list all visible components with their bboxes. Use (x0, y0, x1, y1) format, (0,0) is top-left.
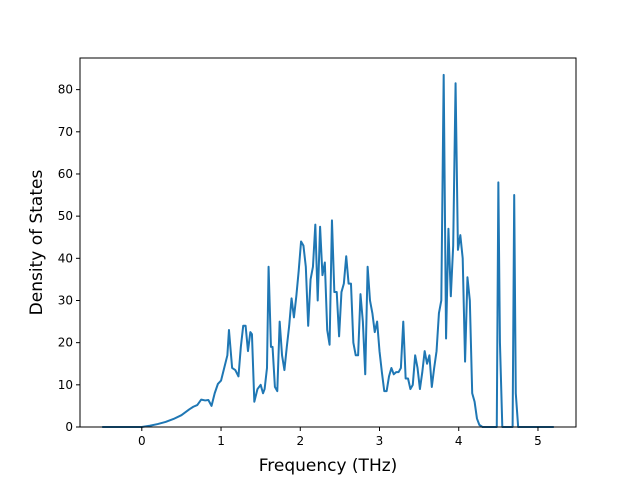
x-axis-label: Frequency (THz) (259, 456, 398, 476)
dos-series-line (102, 73, 554, 428)
x-tick-label: 0 (138, 434, 146, 448)
x-tick-label: 1 (217, 434, 225, 448)
y-tick-label: 10 (58, 378, 73, 392)
x-tick-label: 5 (534, 434, 542, 448)
y-axis-label: Density of States (27, 170, 47, 316)
x-tick-label: 3 (376, 434, 384, 448)
plot-background (80, 58, 576, 427)
y-tick-label: 60 (58, 167, 73, 181)
y-tick-label: 80 (58, 83, 73, 97)
x-tick-label: 2 (296, 434, 304, 448)
y-tick-label: 50 (58, 209, 73, 223)
y-tick-label: 0 (65, 420, 73, 434)
x-tick-label: 4 (455, 434, 463, 448)
x-axis-ticks: 0 1 2 3 4 5 (138, 427, 542, 448)
y-tick-label: 30 (58, 293, 73, 307)
y-tick-label: 20 (58, 336, 73, 350)
plot-frame (79, 57, 577, 428)
y-tick-label: 40 (58, 251, 73, 265)
y-tick-label: 70 (58, 125, 73, 139)
y-axis-ticks: 0 10 20 30 40 50 60 70 80 (58, 83, 80, 434)
